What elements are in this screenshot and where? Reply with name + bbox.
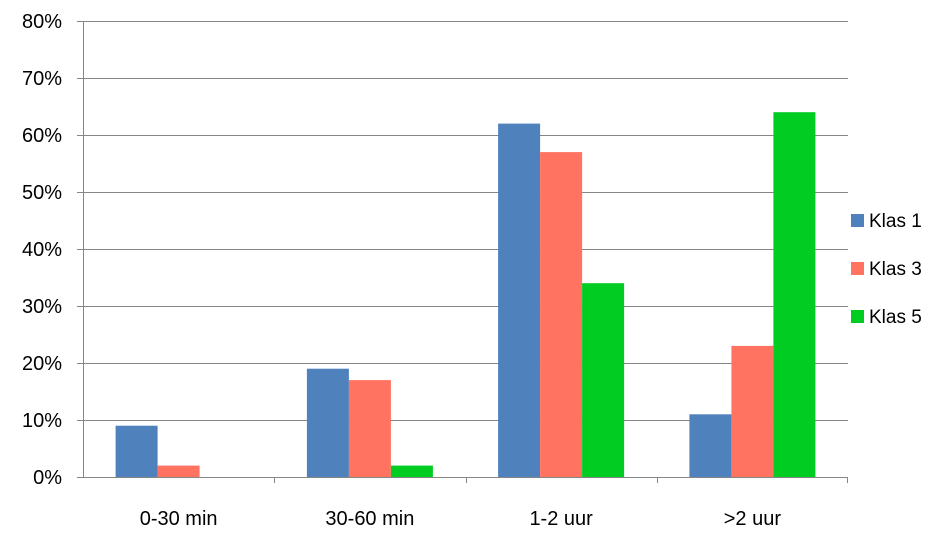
bar-klas-1-1 [306,368,349,477]
y-tick-label: 10% [22,410,62,432]
x-category-label: 30-60 min [325,508,414,530]
y-tick-label: 80% [22,11,62,33]
bar-klas-3-3 [731,345,774,477]
legend-swatch [851,310,864,323]
legend-swatch [851,214,864,227]
legend-label: Klas 1 [869,211,922,232]
bar-klas-1-3 [689,414,732,477]
y-tick-label: 30% [22,296,62,318]
bar-klas-3-1 [348,380,391,477]
bars [115,112,816,477]
x-category-label: >2 uur [724,508,782,530]
legend-label: Klas 3 [869,259,922,280]
y-tick-label: 40% [22,239,62,261]
bar-klas-5-1 [390,465,433,477]
y-tick-label: 70% [22,68,62,90]
x-category-labels: 0-30 min 30-60 min 1-2 uur >2 uur [140,508,782,530]
bar-klas-3-2 [540,152,583,477]
x-category-label: 1-2 uur [529,508,593,530]
bar-klas-5-2 [582,283,625,477]
x-category-label: 0-30 min [140,508,218,530]
y-tick-label: 20% [22,353,62,375]
y-tick-label: 0% [33,467,62,489]
legend-swatch [851,262,864,275]
y-tick-labels: 0% 10% 20% 30% 40% 50% 60% 70% 80% [22,11,62,489]
y-tick-label: 60% [22,125,62,147]
bar-klas-5-3 [773,112,816,477]
legend-label: Klas 5 [869,307,922,328]
bar-klas-1-2 [498,123,541,477]
legend: Klas 1 Klas 3 Klas 5 [851,211,922,328]
bar-klas-3-0 [157,465,200,477]
gridlines [83,21,848,421]
axes [77,21,848,483]
bar-klas-1-0 [115,425,158,477]
y-tick-label: 50% [22,182,62,204]
